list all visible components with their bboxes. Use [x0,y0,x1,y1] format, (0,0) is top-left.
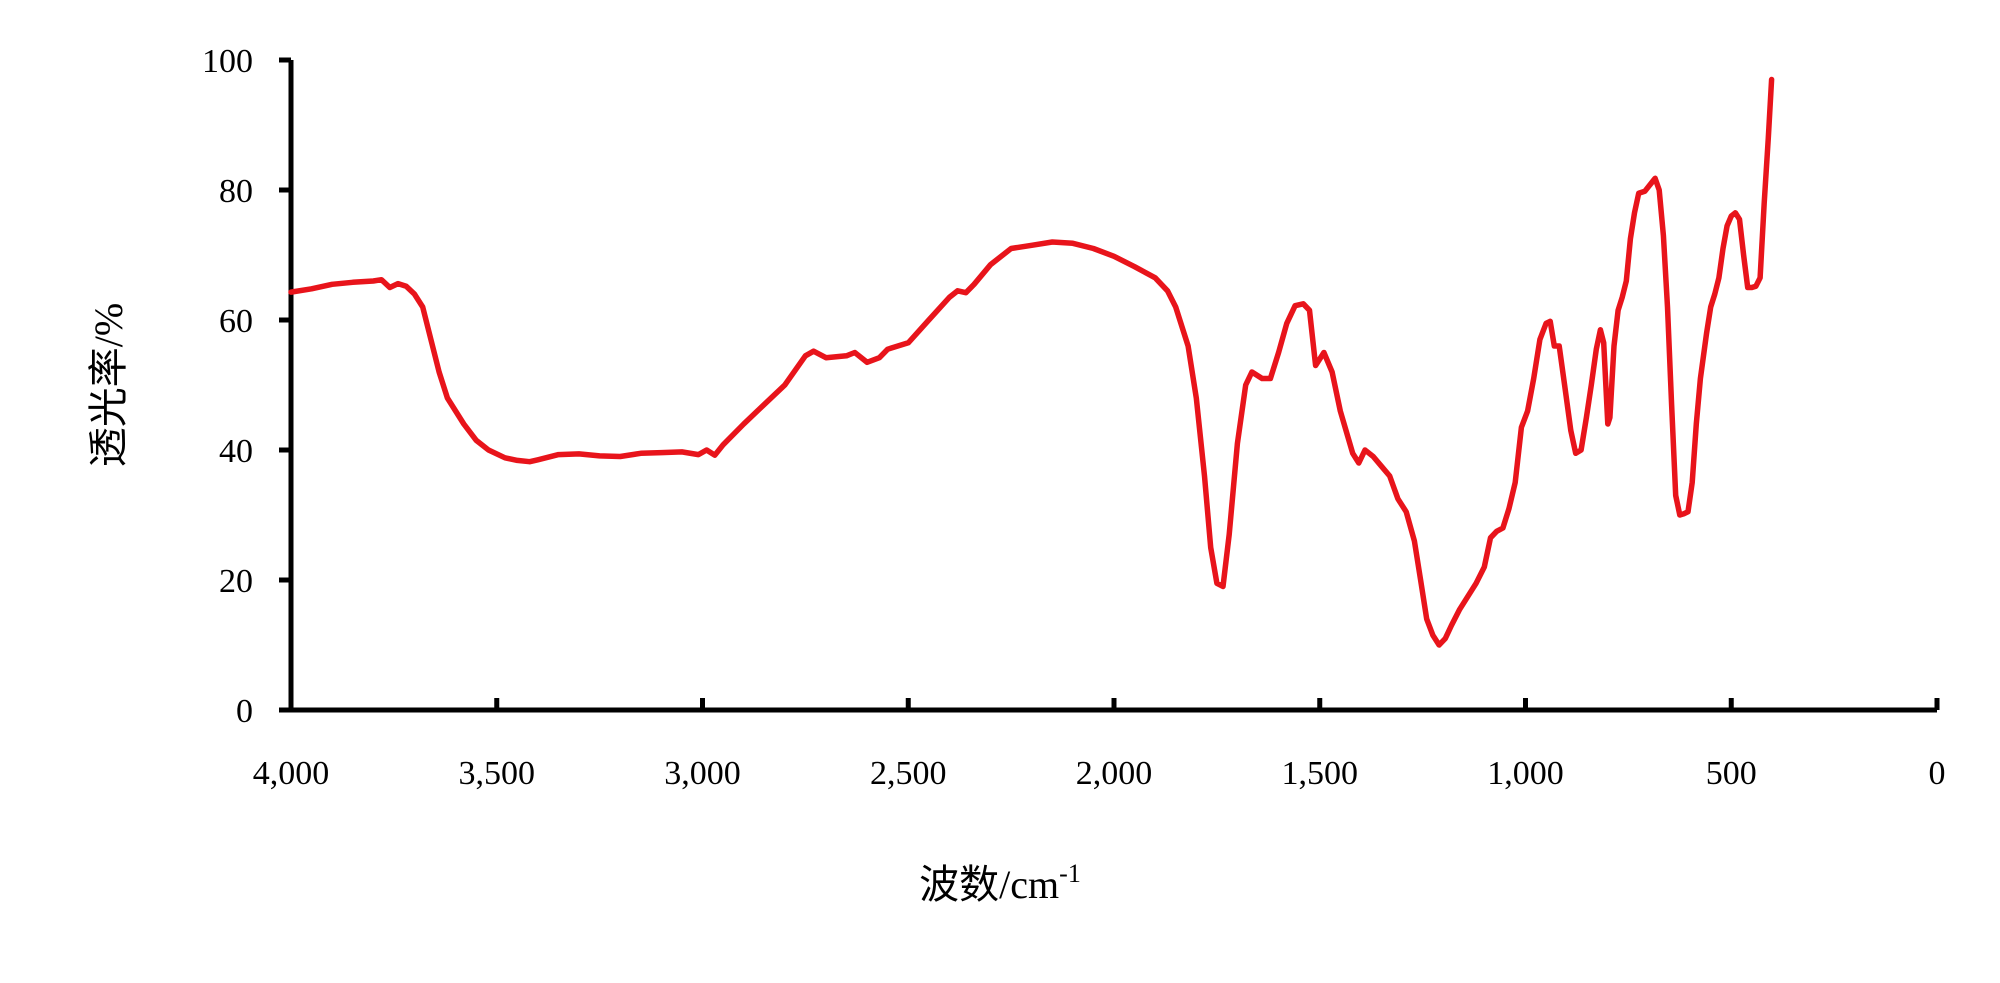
x-tick-label: 2,000 [1076,755,1153,792]
tick-labels: 0 20 40 60 80 100 4,000 3,500 3,000 2,500 2,000 1,5… [202,43,1946,792]
y-tick-label: 100 [202,43,253,80]
spectrum-series-line [288,76,1775,648]
x-axis-title: 波数/cm-1 [919,859,1081,907]
y-tick-label: 60 [219,303,253,340]
y-tick-label: 0 [236,693,253,730]
x-axis-title-superscript: -1 [1059,859,1081,888]
y-tick-label: 80 [219,173,253,210]
x-tick-label: 4,000 [253,755,330,792]
y-tick-label: 20 [219,563,253,600]
axes [288,60,1937,713]
x-tick-label: 0 [1929,755,1946,792]
series-layer [288,76,1775,648]
x-tick-label: 3,500 [459,755,536,792]
x-axis-title-text: 波数/cm [919,862,1059,907]
y-axis-title: 透光率/% [86,303,131,467]
x-tick-label: 2,500 [870,755,947,792]
x-tick-label: 3,000 [664,755,741,792]
x-tick-label: 500 [1706,755,1757,792]
x-tick-label: 1,500 [1282,755,1359,792]
y-tick-label: 40 [219,433,253,470]
axis-ticks [279,57,1940,713]
x-tick-label: 1,000 [1487,755,1564,792]
axis-titles: 波数/cm-1 透光率/% [86,303,1081,907]
